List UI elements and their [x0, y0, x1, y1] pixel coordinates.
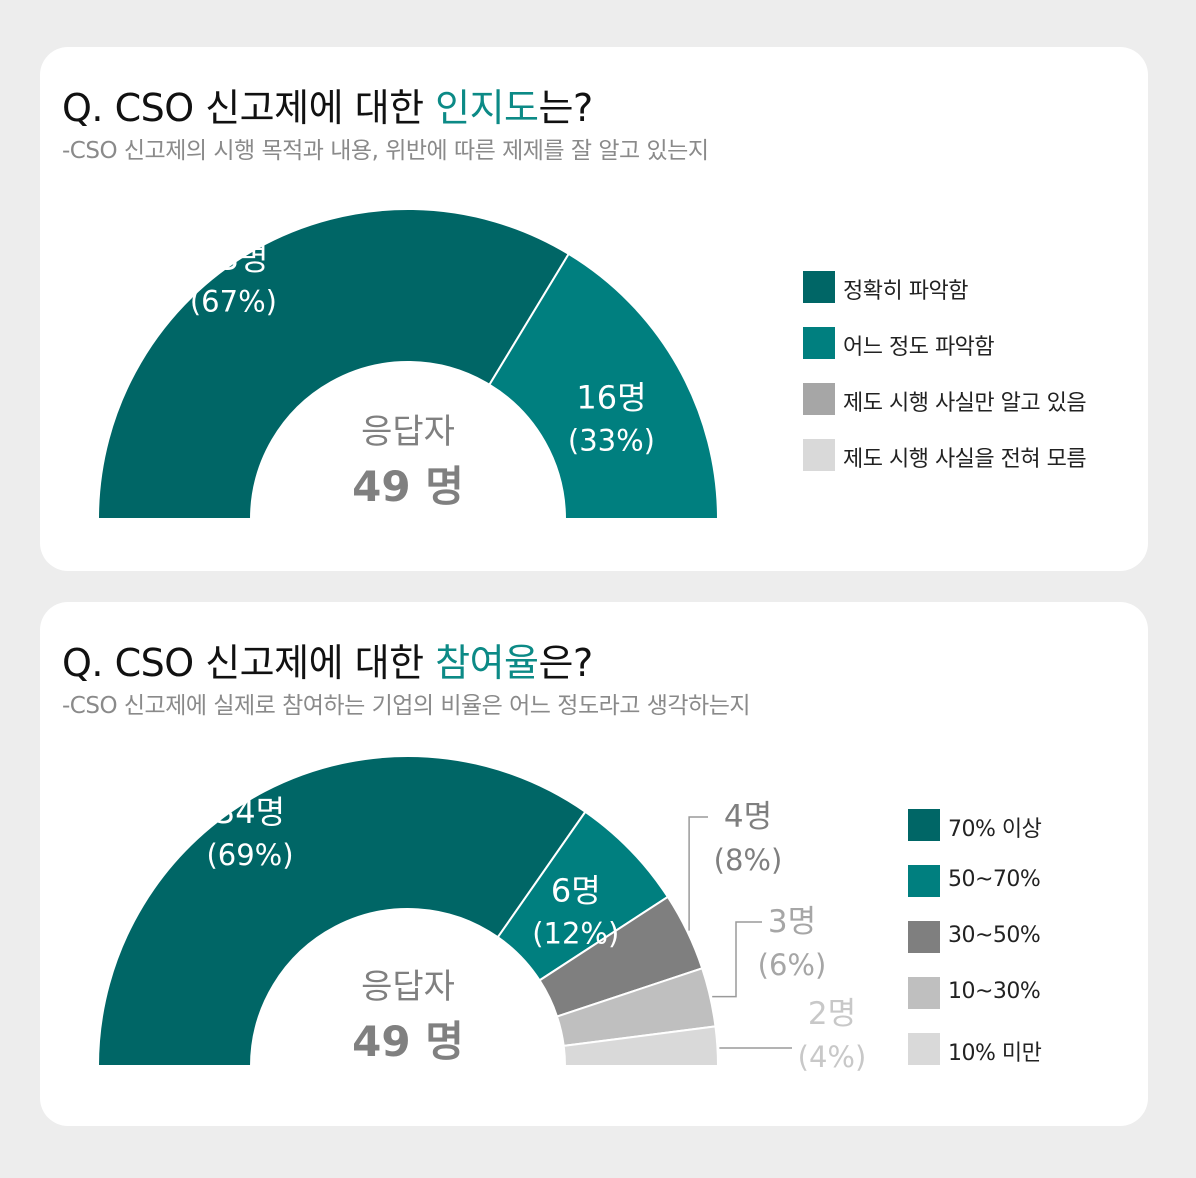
legend-label: 70% 이상	[948, 817, 1042, 842]
donut-slice	[96, 755, 587, 1067]
center-label: 응답자	[361, 967, 455, 1007]
awareness-card: Q. CSO 신고제에 대한 인지도는? -CSO 신고제의 시행 목적과 내용…	[40, 47, 1148, 571]
section-title: Q. CSO 신고제에 대한 참여율은?	[62, 641, 593, 685]
section-subtitle: -CSO 신고제의 시행 목적과 내용, 위반에 따른 제제를 잘 알고 있는지	[62, 138, 709, 164]
participation-donut-chart: 34명 (69%) 6명 (12%) 4명 (8%) 3명 (6%) 2명 (4%) 응답자 49 명	[96, 755, 867, 1074]
data-label-percent: (67%)	[190, 285, 277, 319]
legend-swatch	[908, 865, 940, 897]
legend-swatch	[908, 921, 940, 953]
legend-label: 제도 시행 사실만 알고 있음	[843, 391, 1087, 416]
awareness-donut-chart: 33명 (67%) 16명 (33%) 응답자 49 명	[96, 208, 720, 520]
legend-swatch	[803, 439, 835, 471]
leader-line	[688, 816, 708, 931]
center-label: 응답자	[361, 412, 455, 452]
data-label-percent: (69%)	[206, 838, 293, 872]
donut-slice	[488, 252, 720, 520]
data-label-count: 4명	[724, 799, 772, 835]
legend-swatch	[803, 327, 835, 359]
legend-label: 10~30%	[948, 979, 1041, 1004]
data-label-count: 6명	[551, 872, 601, 910]
center-value: 49 명	[352, 462, 464, 511]
donut-slice	[96, 208, 571, 520]
center-value: 49 명	[352, 1017, 464, 1066]
section-subtitle: -CSO 신고제에 실제로 참여하는 기업의 비율은 어느 정도라고 생각하는지	[62, 693, 751, 719]
data-label-percent: (33%)	[568, 423, 655, 457]
data-label-count: 16명	[576, 378, 646, 416]
leader-line	[712, 921, 762, 998]
participation-card: Q. CSO 신고제에 대한 참여율은? -CSO 신고제에 실제로 참여하는 …	[40, 602, 1148, 1126]
legend-swatch	[908, 977, 940, 1009]
legend-swatch	[803, 271, 835, 303]
data-label-count: 33명	[198, 240, 268, 278]
data-label-count: 3명	[768, 904, 816, 940]
legend-label: 정확히 파악함	[843, 279, 968, 304]
legend-swatch	[908, 809, 940, 841]
legend-swatch	[803, 383, 835, 415]
section-title: Q. CSO 신고제에 대한 인지도는?	[62, 86, 593, 130]
data-label-percent: (4%)	[798, 1040, 867, 1074]
data-label-count: 34명	[215, 793, 285, 831]
donut-slice	[562, 1025, 720, 1067]
legend-label: 30~50%	[948, 923, 1041, 948]
legend-label: 10% 미만	[948, 1041, 1042, 1066]
legend-label: 제도 시행 사실을 전혀 모름	[843, 447, 1087, 472]
legend-label: 50~70%	[948, 867, 1041, 892]
legend-swatch	[908, 1033, 940, 1065]
legend-label: 어느 정도 파악함	[843, 335, 995, 360]
data-label-count: 2명	[808, 996, 856, 1032]
data-label-percent: (8%)	[714, 843, 783, 877]
data-label-percent: (12%)	[532, 917, 619, 951]
data-label-percent: (6%)	[758, 948, 827, 982]
